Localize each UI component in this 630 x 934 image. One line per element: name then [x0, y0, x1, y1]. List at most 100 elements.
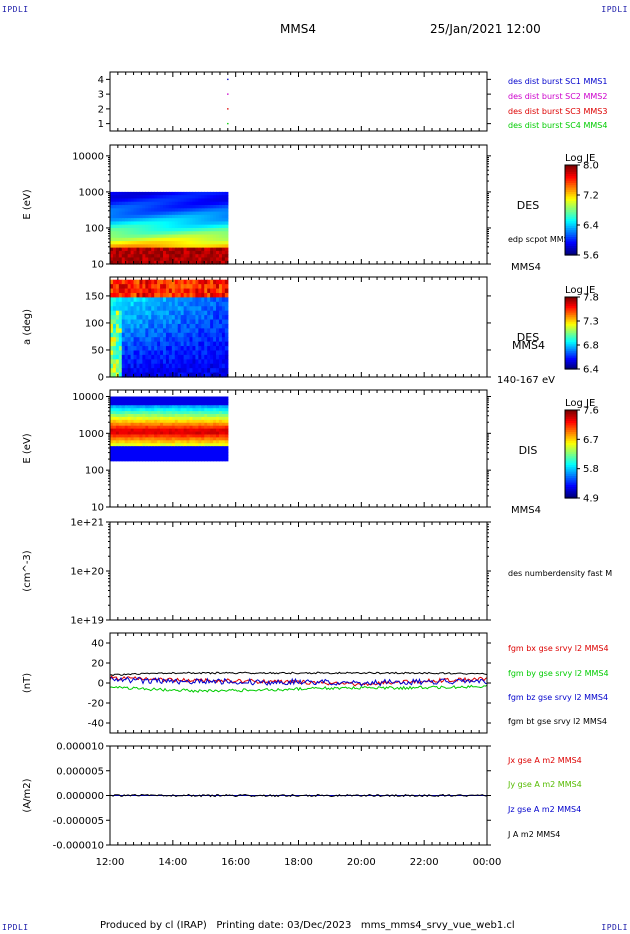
- heatmap-cell: [130, 250, 135, 255]
- heatmap-cell: [112, 254, 117, 259]
- heatmap-cell: [195, 359, 199, 365]
- heatmap-cell: [145, 405, 149, 409]
- heatmap-cell: [165, 254, 170, 259]
- heatmap-cell: [136, 198, 141, 203]
- heatmap-cell: [207, 399, 211, 403]
- heatmap-cell: [127, 411, 132, 415]
- heatmap-cell: [213, 301, 217, 307]
- heatmap-cell: [174, 195, 179, 200]
- heatmap-cell: [165, 306, 170, 312]
- heatmap-cell: [121, 218, 126, 222]
- heatmap-cell: [198, 341, 202, 347]
- heatmap-cell: [221, 205, 226, 209]
- heatmap-cell: [180, 399, 185, 403]
- heatmap-cell: [160, 288, 164, 294]
- heatmap-cell: [192, 363, 197, 369]
- heatmap-cell: [121, 306, 126, 312]
- heatmap-cell: [151, 297, 155, 303]
- colorbar-title: Log JE: [565, 285, 595, 296]
- heatmap-cell: [136, 332, 141, 338]
- heatmap-cell: [121, 292, 126, 298]
- legend-entry: fgm bt gse srvy l2 MMS4: [508, 717, 607, 726]
- heatmap-cell: [154, 301, 158, 307]
- heatmap-cell: [180, 431, 185, 436]
- heatmap-cell: [118, 328, 123, 334]
- heatmap-cell: [207, 247, 211, 252]
- heatmap-cell: [130, 218, 135, 222]
- heatmap-cell: [163, 454, 167, 459]
- heatmap-cell: [213, 195, 217, 200]
- heatmap-cell: [171, 446, 176, 450]
- heatmap-cell: [163, 292, 167, 298]
- heatmap-cell: [133, 359, 138, 365]
- heatmap-cell: [192, 440, 197, 444]
- heatmap-cell: [154, 416, 158, 421]
- y-tick-label: 100: [85, 223, 104, 234]
- heatmap-cell: [183, 292, 188, 298]
- heatmap-cell: [183, 208, 188, 213]
- heatmap-cell: [177, 425, 182, 430]
- heatmap-cell: [195, 247, 199, 252]
- colorbar-cell: [565, 187, 577, 191]
- heatmap-cell: [124, 315, 129, 321]
- heatmap-cell: [165, 411, 170, 415]
- colorbar-cell: [565, 449, 577, 453]
- heatmap-cell: [210, 218, 214, 222]
- heatmap-cell: [213, 454, 217, 459]
- heatmap-cell: [189, 396, 194, 401]
- heatmap-cell: [148, 315, 152, 321]
- heatmap-cell: [157, 288, 161, 294]
- heatmap-cell: [145, 457, 149, 462]
- heatmap-cell: [183, 279, 188, 285]
- heatmap-cell: [189, 363, 194, 369]
- heatmap-cell: [218, 227, 223, 232]
- colorbar-tick-label: 6.4: [583, 365, 599, 376]
- heatmap-cell: [192, 319, 197, 325]
- heatmap-cell: [201, 434, 205, 438]
- heatmap-cell: [183, 408, 188, 412]
- heatmap-cell: [165, 328, 170, 334]
- heatmap-cell: [160, 434, 164, 438]
- heatmap-cell: [121, 191, 126, 196]
- heatmap-cell: [218, 214, 223, 219]
- heatmap-cell: [124, 328, 129, 334]
- heatmap-cell: [157, 237, 161, 242]
- heatmap-cell: [118, 301, 123, 307]
- colorbar-cell: [565, 298, 577, 302]
- heatmap-cell: [192, 195, 197, 200]
- heatmap-cell: [195, 315, 199, 321]
- heatmap-cell: [168, 332, 173, 338]
- heatmap-cell: [195, 425, 199, 430]
- heatmap-cell: [207, 372, 211, 378]
- heatmap-cell: [216, 414, 220, 418]
- colorbar-cell: [565, 425, 577, 429]
- heatmap-cell: [168, 279, 173, 285]
- heatmap-cell: [151, 257, 155, 262]
- heatmap-cell: [124, 221, 129, 226]
- heatmap-cell: [186, 208, 191, 213]
- heatmap-cell: [204, 244, 208, 249]
- heatmap-cell: [112, 247, 117, 252]
- heatmap-cell: [171, 346, 176, 352]
- heatmap-cell: [157, 431, 161, 436]
- heatmap-cell: [112, 372, 117, 378]
- heatmap-cell: [221, 288, 226, 294]
- heatmap-cell: [216, 310, 220, 316]
- y-axis-label: (nT): [22, 673, 33, 693]
- heatmap-cell: [151, 260, 155, 265]
- heatmap-cell: [118, 292, 123, 298]
- heatmap-cell: [218, 416, 223, 421]
- heatmap-cell: [145, 237, 149, 242]
- heatmap-cell: [216, 288, 220, 294]
- heatmap-cell: [133, 319, 138, 325]
- heatmap-cell: [115, 449, 120, 453]
- heatmap-cell: [183, 451, 188, 456]
- colorbar-cell: [565, 354, 577, 357]
- heatmap-cell: [192, 443, 197, 447]
- heatmap-cell: [124, 254, 129, 259]
- heatmap-cell: [204, 247, 208, 252]
- heatmap-cell: [218, 306, 223, 312]
- heatmap-cell: [168, 428, 173, 433]
- heatmap-cell: [165, 208, 170, 213]
- heatmap-cell: [165, 279, 170, 285]
